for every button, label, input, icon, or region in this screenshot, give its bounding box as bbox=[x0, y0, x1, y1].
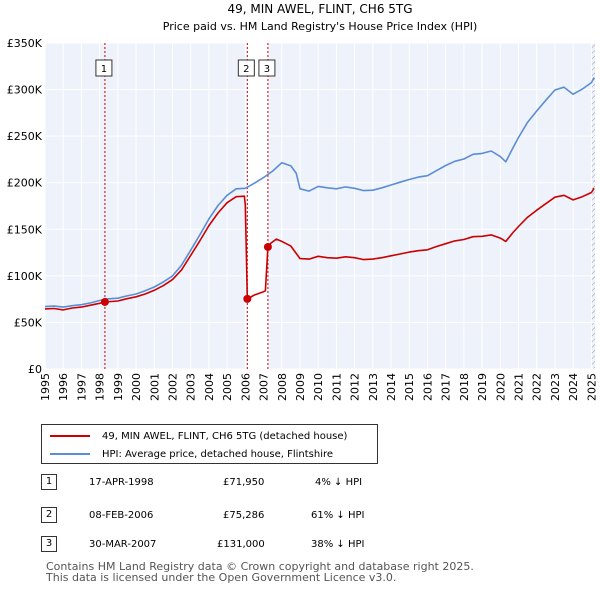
x-tick-label: 2011 bbox=[330, 373, 343, 401]
sale-shade-band bbox=[247, 43, 268, 369]
sale-date: 08-FEB-2006 bbox=[89, 510, 154, 521]
legend-label-hpi: HPI: Average price, detached house, Flin… bbox=[102, 448, 334, 460]
x-tick-label: 2000 bbox=[130, 373, 143, 401]
x-tick-label: 2016 bbox=[421, 373, 434, 401]
x-tick-label: 2025 bbox=[585, 373, 598, 401]
x-tick-label: 1996 bbox=[57, 373, 70, 401]
x-tick-label: 2024 bbox=[567, 373, 580, 401]
y-tick-label: £200K bbox=[7, 177, 43, 190]
sale-hpi-diff: 4% ↓ HPI bbox=[315, 477, 363, 488]
x-tick-label: 2019 bbox=[476, 373, 489, 401]
x-tick-label: 2014 bbox=[385, 373, 398, 401]
sale-number-box: 1 bbox=[41, 474, 57, 490]
x-tick-label: 2005 bbox=[221, 373, 234, 401]
footer: Contains HM Land Registry data © Crown c… bbox=[46, 561, 474, 583]
x-tick-label: 1999 bbox=[112, 373, 125, 401]
x-tick-label: 2004 bbox=[203, 373, 216, 401]
x-tick-label: 2012 bbox=[349, 373, 362, 401]
chart-subtitle: Price paid vs. HM Land Registry's House … bbox=[163, 20, 478, 33]
sale-price: £131,000 bbox=[217, 539, 265, 550]
sale-hpi-diff: 61% ↓ HPI bbox=[311, 510, 365, 521]
sale-row: 2 08-FEB-2006 £75,286 61% ↓ HPI bbox=[41, 507, 401, 525]
y-tick-label: £350K bbox=[7, 37, 43, 50]
chart-title: 49, MIN AWEL, FLINT, CH6 5TG bbox=[227, 2, 412, 16]
sale-markers bbox=[100, 242, 272, 306]
x-tick-label: 2003 bbox=[185, 373, 198, 401]
legend-swatch-hpi bbox=[50, 453, 90, 455]
plot-area bbox=[45, 43, 595, 369]
x-tick-label: 2006 bbox=[239, 373, 252, 401]
x-tick-labels: 1995 1996 1997 1998 1999 2000 2001 2002 2003 2004… bbox=[39, 373, 598, 401]
sale-price: £75,286 bbox=[223, 510, 265, 521]
sale-date: 17-APR-1998 bbox=[89, 477, 154, 488]
future-hatch-area bbox=[591, 43, 595, 369]
sale-label-box bbox=[95, 59, 113, 77]
sale-price: £71,950 bbox=[223, 477, 265, 488]
y-tick-labels: £0 £50K £100K £150K £200K £250K £300K £350K bbox=[7, 37, 43, 376]
y-tick-label: £0 bbox=[28, 363, 42, 376]
x-tick-label: 2020 bbox=[494, 373, 507, 401]
sale-row: 3 30-MAR-2007 £131,000 38% ↓ HPI bbox=[41, 536, 401, 554]
gridlines bbox=[44, 42, 595, 370]
x-tick-label: 2018 bbox=[458, 373, 471, 401]
hpi-line bbox=[44, 77, 595, 308]
x-tick-label: 1995 bbox=[39, 373, 52, 401]
sale-label-number: 2 bbox=[243, 64, 249, 75]
legend-item-hpi: HPI: Average price, detached house, Flin… bbox=[50, 446, 333, 462]
sale-label-number: 3 bbox=[264, 64, 270, 75]
sale-point bbox=[263, 242, 272, 251]
legend-swatch-property bbox=[50, 435, 90, 437]
sale-label-number: 1 bbox=[101, 64, 107, 75]
sale-number-box: 3 bbox=[41, 536, 57, 552]
x-tick-label: 2017 bbox=[440, 373, 453, 401]
x-tick-label: 2021 bbox=[513, 373, 526, 401]
x-tick-label: 2010 bbox=[312, 373, 325, 401]
series-lines bbox=[44, 77, 595, 311]
sale-point bbox=[100, 297, 109, 306]
y-tick-label: £100K bbox=[7, 270, 43, 283]
sale-number-box: 2 bbox=[41, 507, 57, 523]
x-tick-label: 1997 bbox=[75, 373, 88, 401]
x-tick-label: 2007 bbox=[258, 373, 271, 401]
price-chart: 49, MIN AWEL, FLINT, CH6 5TG Price paid … bbox=[7, 2, 599, 401]
x-tick-label: 2015 bbox=[403, 373, 416, 401]
x-tick-label: 2002 bbox=[166, 373, 179, 401]
legend: 49, MIN AWEL, FLINT, CH6 5TG (detached h… bbox=[41, 424, 378, 464]
legend-item-property: 49, MIN AWEL, FLINT, CH6 5TG (detached h… bbox=[50, 428, 347, 444]
sale-date: 30-MAR-2007 bbox=[89, 539, 157, 550]
y-tick-label: £300K bbox=[7, 84, 43, 97]
y-tick-label: £250K bbox=[7, 130, 43, 143]
y-tick-label: £50K bbox=[14, 316, 43, 329]
sale-point bbox=[243, 294, 252, 303]
sale-label-box bbox=[237, 59, 255, 77]
x-tick-label: 2001 bbox=[148, 373, 161, 401]
y-tick-label: £150K bbox=[7, 223, 43, 236]
footer-licence: This data is licensed under the Open Gov… bbox=[46, 571, 397, 584]
sale-number-labels: 1 2 3 bbox=[95, 59, 276, 77]
x-tick-label: 2023 bbox=[549, 373, 562, 401]
property-price-line bbox=[44, 187, 595, 311]
sale-row: 1 17-APR-1998 £71,950 4% ↓ HPI bbox=[41, 474, 401, 492]
legend-label-property: 49, MIN AWEL, FLINT, CH6 5TG (detached h… bbox=[102, 430, 348, 442]
sale-label-box bbox=[258, 59, 276, 77]
sale-hpi-diff: 38% ↓ HPI bbox=[311, 539, 365, 550]
x-tick-label: 2008 bbox=[276, 373, 289, 401]
x-tick-label: 2022 bbox=[531, 373, 544, 401]
footer-copyright: Contains HM Land Registry data © Crown c… bbox=[46, 560, 474, 573]
x-tick-label: 1998 bbox=[94, 373, 107, 401]
x-tick-label: 2013 bbox=[367, 373, 380, 401]
x-tick-label: 2009 bbox=[294, 373, 307, 401]
